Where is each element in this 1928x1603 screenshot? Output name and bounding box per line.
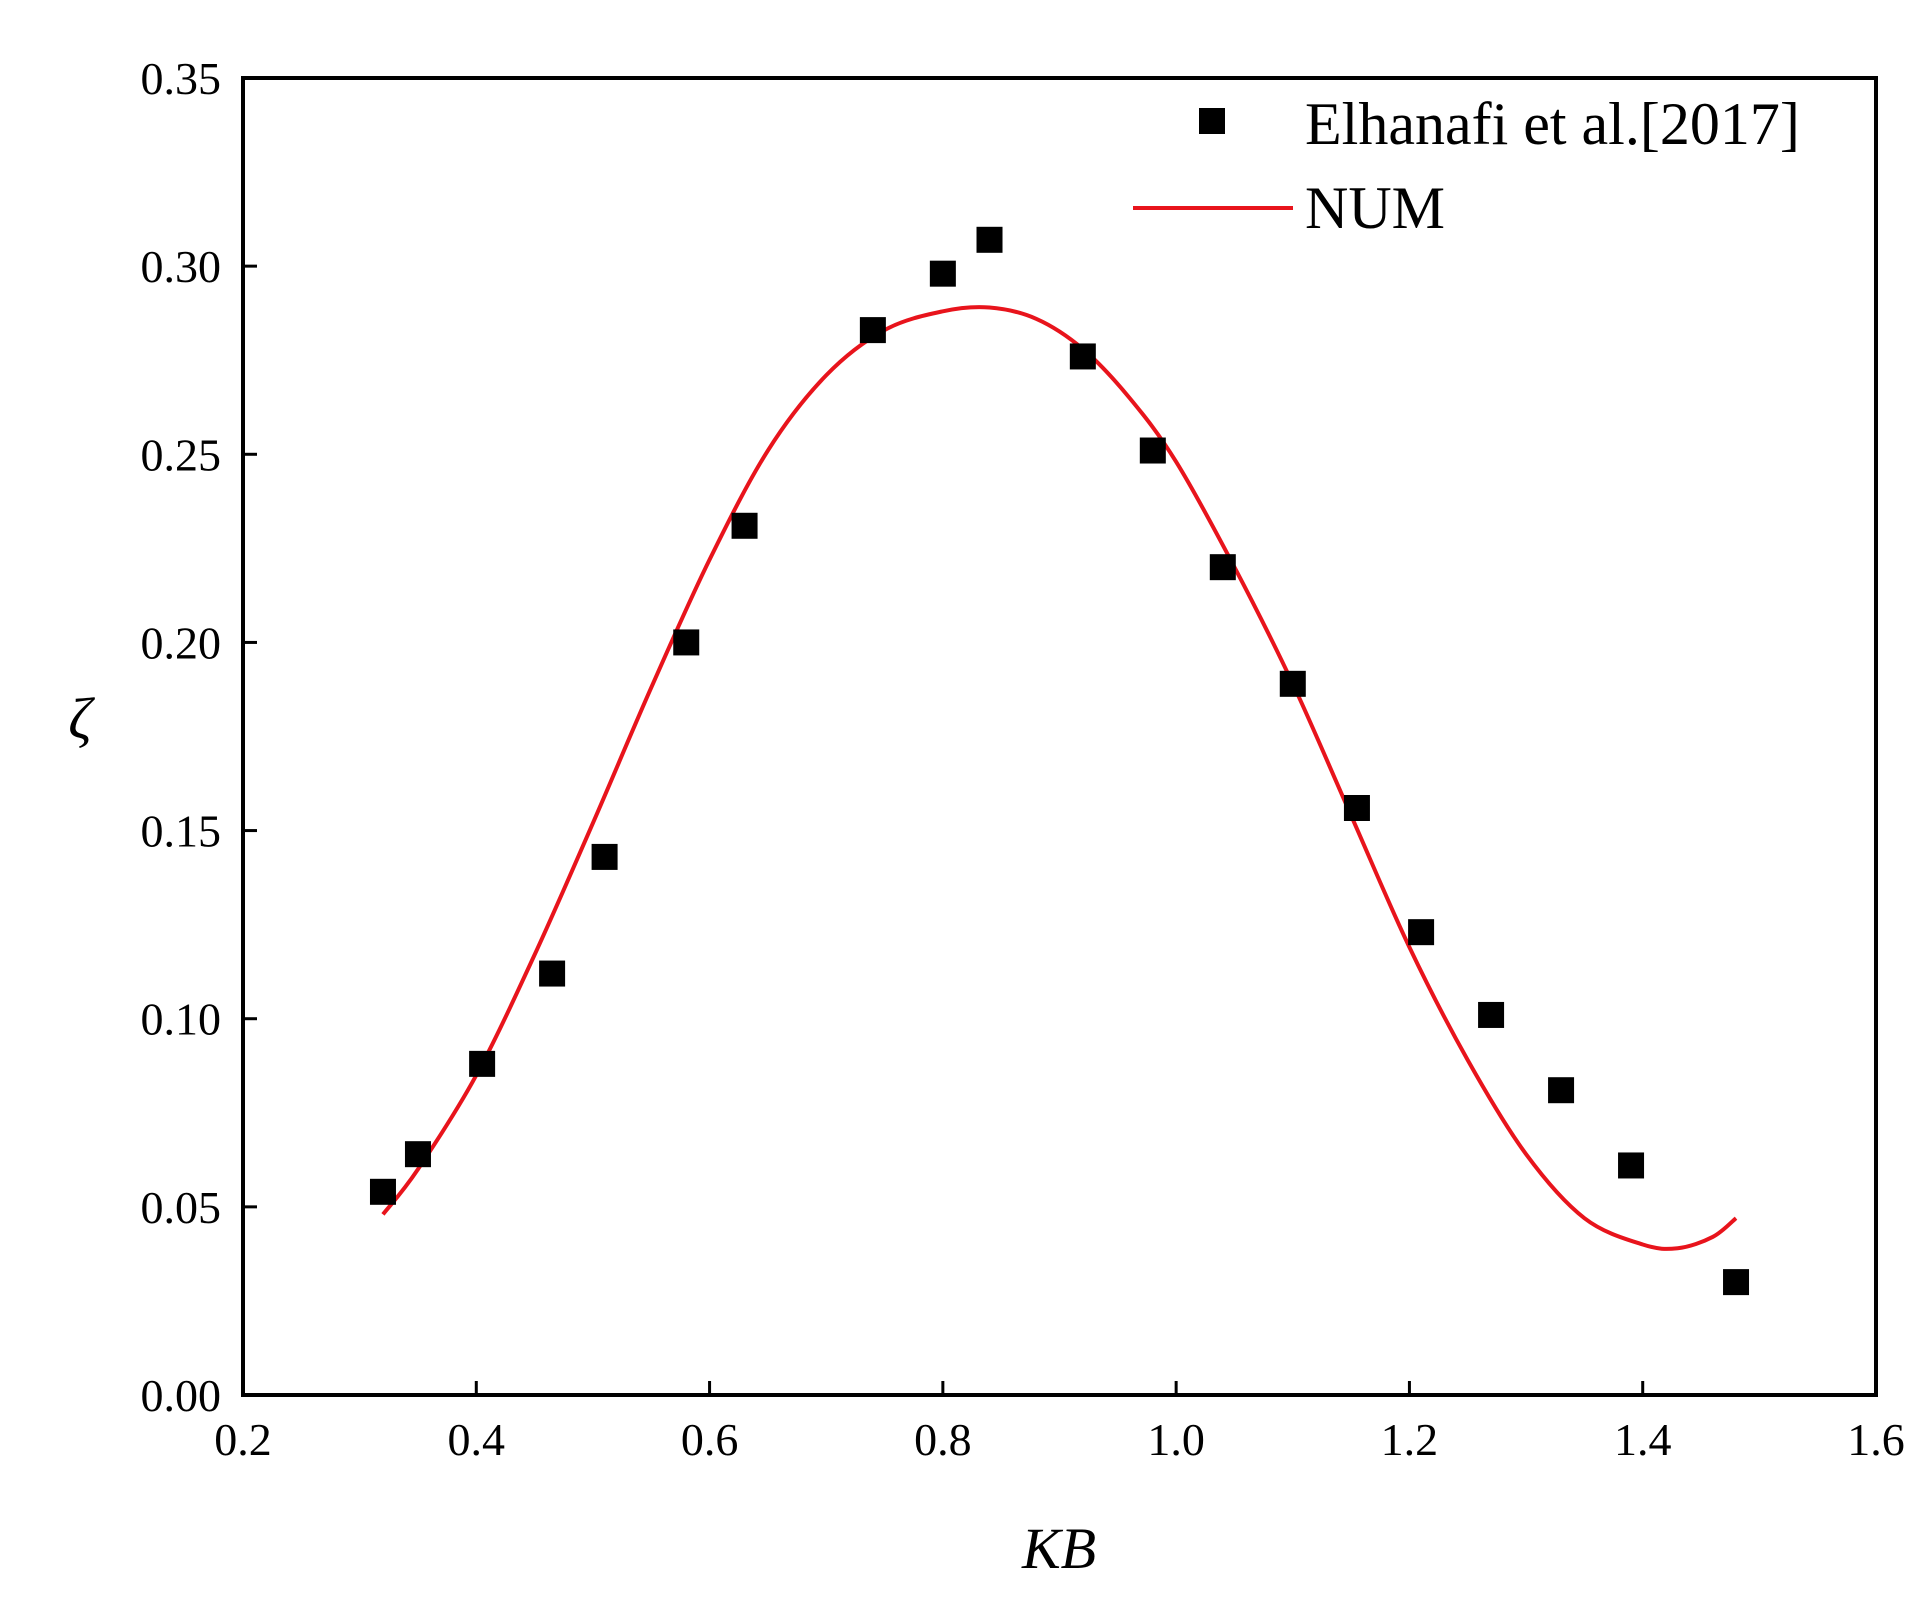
x-tick-label: 1.0 (1147, 1414, 1205, 1465)
y-tick-label: 0.15 (141, 806, 222, 857)
elhanafi-point (1139, 437, 1166, 464)
elhanafi-point (469, 1050, 496, 1077)
x-tick-label: 0.6 (681, 1414, 739, 1465)
legend: Elhanafi et al.[2017] NUM (1133, 91, 1800, 241)
x-tick-label: 0.8 (914, 1414, 972, 1465)
y-tick-label: 0.05 (141, 1182, 222, 1233)
tick-layer: 0.2 0.4 0.6 0.8 1.0 1.2 1.4 1.6 0.00 0.05 0.10 0.15… (141, 53, 1905, 1465)
elhanafi-point (404, 1141, 431, 1168)
y-tick-label: 0.30 (141, 241, 222, 292)
y-tick-label: 0.10 (141, 994, 222, 1045)
plot-frame (241, 76, 1878, 1397)
x-tick-label: 0.4 (448, 1414, 506, 1465)
elhanafi-point (929, 260, 956, 287)
y-tick-label: 0.25 (141, 429, 222, 480)
elhanafi-point (1548, 1077, 1575, 1104)
elhanafi-point (539, 960, 566, 987)
elhanafi-point (1408, 919, 1435, 946)
elhanafi-point (1279, 670, 1306, 697)
legend-label-elhanafi: Elhanafi et al.[2017] (1305, 91, 1800, 157)
x-tick-label: 0.2 (214, 1414, 272, 1465)
x-axis-title: KB (1021, 1516, 1096, 1581)
elhanafi-point (591, 843, 618, 870)
elhanafi-point (1069, 343, 1096, 370)
x-tick-label: 1.6 (1847, 1414, 1905, 1465)
y-tick-label: 0.20 (141, 617, 222, 668)
elhanafi-point (731, 512, 758, 539)
elhanafi-point (673, 629, 700, 656)
legend-label-num: NUM (1305, 175, 1445, 241)
x-tick-label: 1.2 (1381, 1414, 1439, 1465)
x-tick-label: 1.4 (1614, 1414, 1672, 1465)
elhanafi-point (859, 317, 886, 344)
elhanafi-point (1478, 1001, 1505, 1028)
elhanafi-point (1723, 1269, 1750, 1296)
series-layer (369, 226, 1750, 1296)
legend-marker-elhanafi (1199, 108, 1225, 134)
elhanafi-point (369, 1178, 396, 1205)
elhanafi-point (1343, 794, 1370, 821)
elhanafi-point (976, 226, 1003, 253)
y-tick-label: 0.00 (141, 1370, 222, 1421)
elhanafi-point (1618, 1152, 1645, 1179)
y-tick-label: 0.35 (141, 53, 222, 104)
y-axis-title: ζ (68, 686, 95, 751)
elhanafi-point (1209, 554, 1236, 581)
